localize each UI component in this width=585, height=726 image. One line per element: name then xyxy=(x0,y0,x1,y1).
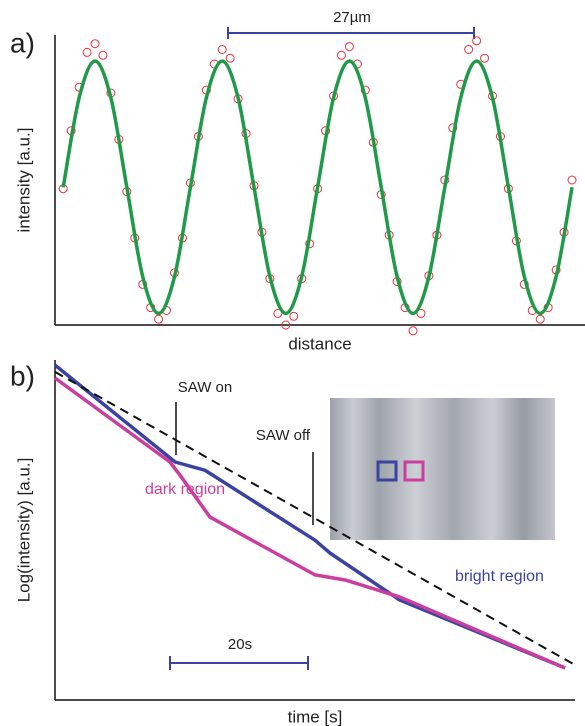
data-point xyxy=(290,312,298,320)
data-point xyxy=(99,51,107,59)
annotation: SAW off xyxy=(256,427,311,444)
data-point xyxy=(536,315,544,323)
data-point xyxy=(155,315,163,323)
panel-label: a) xyxy=(10,27,35,58)
series-label: dark region xyxy=(145,481,225,498)
series-label: bright region xyxy=(455,568,544,585)
inset-image xyxy=(330,398,555,540)
figure: 27µm SAW on SAW off 20s a) distance intens… xyxy=(0,0,585,726)
panel-label: b) xyxy=(10,360,35,391)
annotation: SAW on xyxy=(178,379,232,396)
x-axis-label: time [s] xyxy=(288,707,343,726)
data-point xyxy=(226,54,234,62)
data-point xyxy=(218,46,226,54)
x-axis-label: distance xyxy=(288,334,351,353)
data-point xyxy=(345,43,353,51)
y-axis-label: Log(intensity) [a.u.] xyxy=(14,458,33,603)
data-point xyxy=(83,48,91,56)
data-point xyxy=(568,176,576,184)
data-point xyxy=(409,327,417,335)
scale-label: 20s xyxy=(228,636,252,653)
data-point xyxy=(473,37,481,45)
scale-label: 27µm xyxy=(333,9,371,26)
data-point xyxy=(337,51,345,59)
data-point xyxy=(465,46,473,54)
y-axis-label: intensity [a.u.] xyxy=(14,128,33,233)
data-point xyxy=(481,54,489,62)
data-point xyxy=(91,40,99,48)
